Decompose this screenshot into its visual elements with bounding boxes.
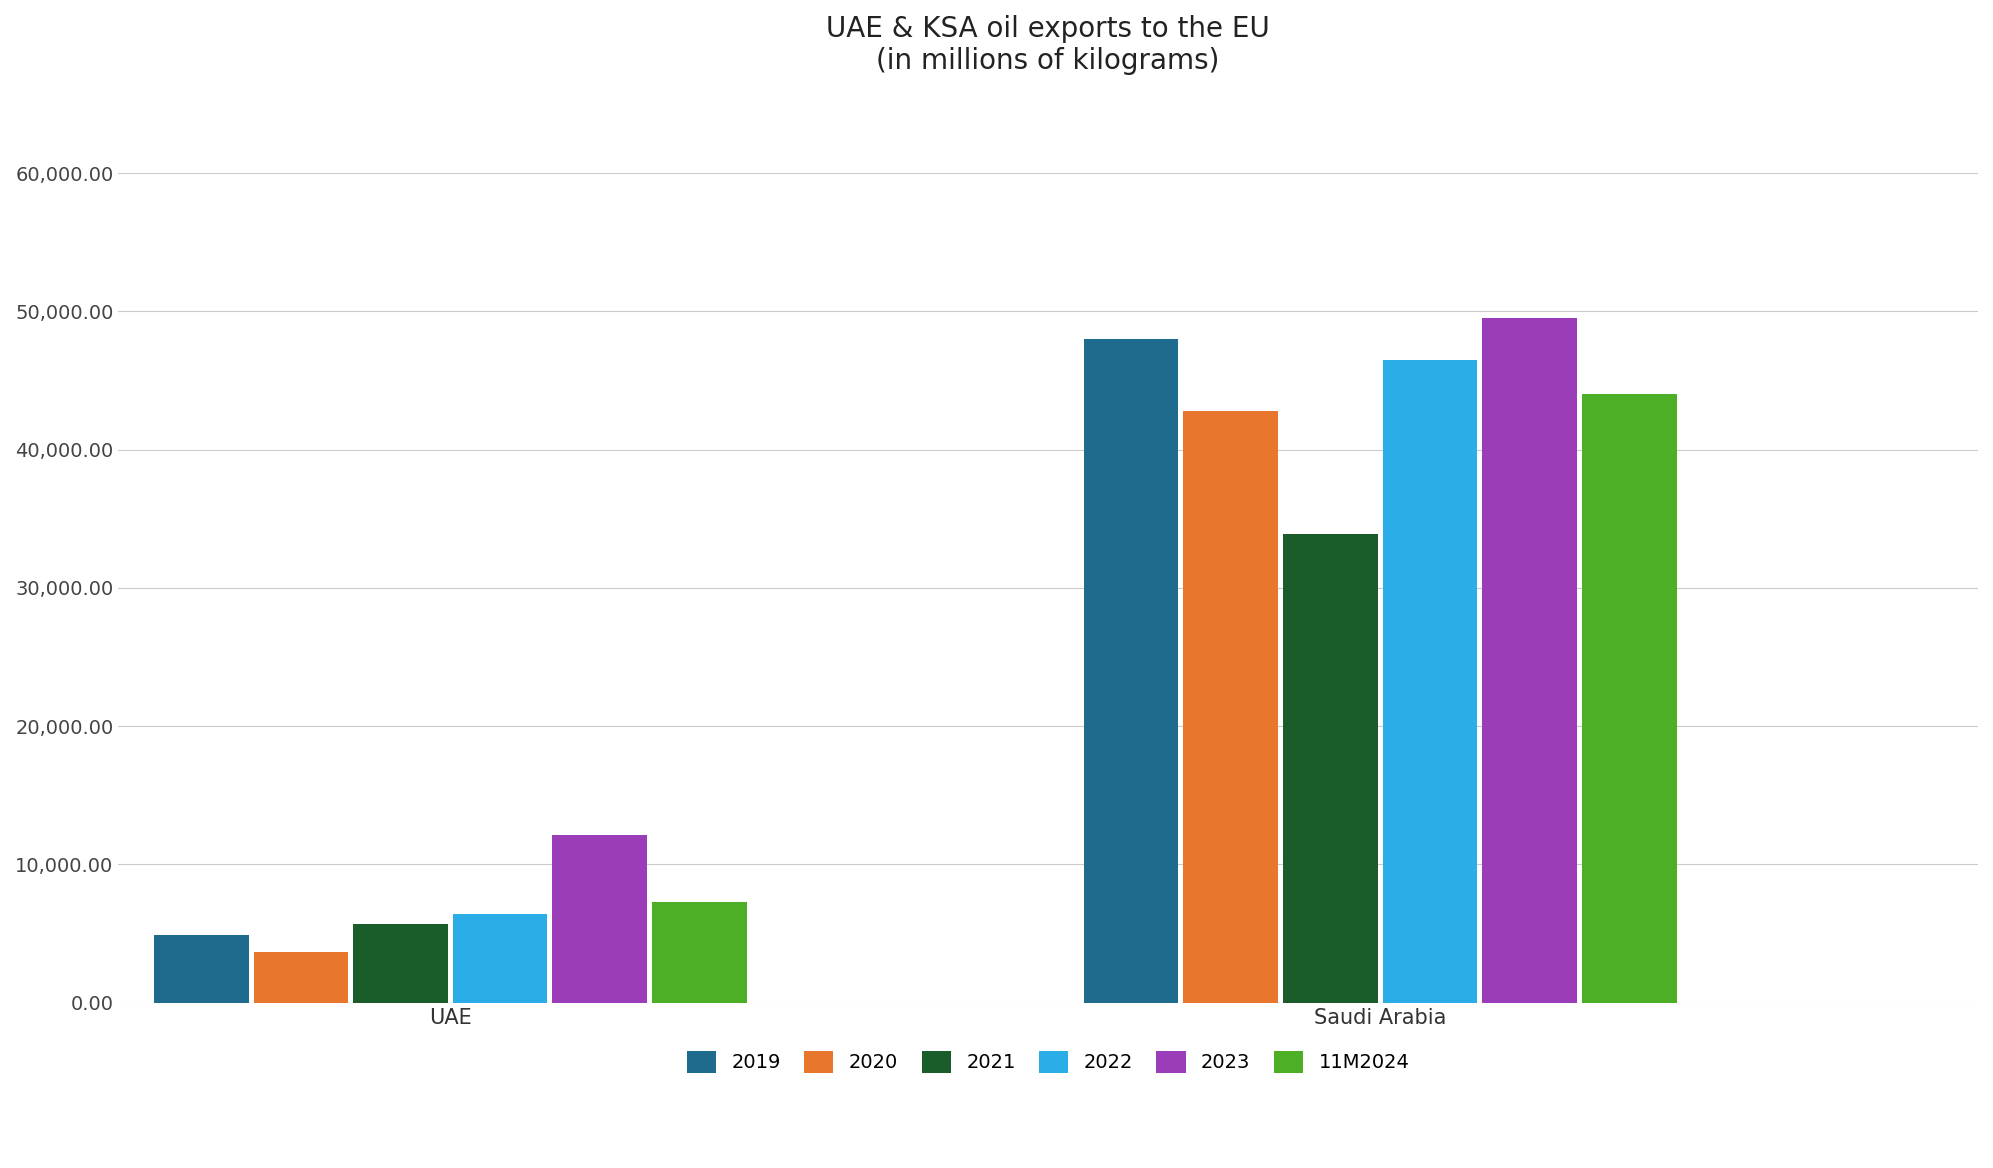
Bar bbox=[1283, 534, 1377, 1002]
Bar bbox=[1383, 360, 1477, 1002]
Bar bbox=[552, 835, 648, 1002]
Bar bbox=[652, 902, 747, 1002]
Bar bbox=[1184, 411, 1278, 1002]
Bar bbox=[153, 934, 249, 1002]
Bar bbox=[253, 952, 349, 1002]
Bar bbox=[1483, 319, 1576, 1002]
Bar bbox=[1084, 339, 1178, 1002]
Bar bbox=[1582, 395, 1676, 1002]
Bar bbox=[353, 924, 448, 1002]
Legend: 2019, 2020, 2021, 2022, 2023, 11M2024: 2019, 2020, 2021, 2022, 2023, 11M2024 bbox=[678, 1041, 1419, 1083]
Title: UAE & KSA oil exports to the EU
(in millions of kilograms): UAE & KSA oil exports to the EU (in mill… bbox=[827, 15, 1270, 76]
Bar bbox=[452, 915, 548, 1002]
